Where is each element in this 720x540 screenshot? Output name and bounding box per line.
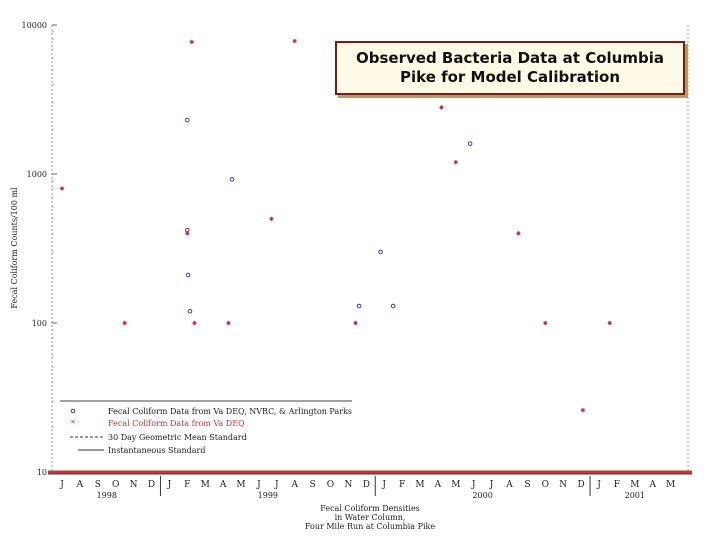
x-tick-label: O	[542, 480, 549, 490]
data-point-asterisk	[516, 231, 521, 236]
x-tick-label: A	[648, 480, 656, 490]
y-tick-label: 10	[37, 468, 47, 477]
data-point-circle	[185, 272, 191, 278]
year-label: 1999	[258, 491, 278, 500]
data-point-asterisk	[607, 320, 612, 326]
data-point-circle	[356, 303, 362, 309]
legend-label-circle: Fecal Coliform Data from Va DEQ, NVRC, &…	[108, 407, 352, 416]
x-tick-label: A	[290, 480, 298, 490]
x-tick-label: J	[489, 480, 494, 490]
x-tick-label: A	[505, 480, 513, 490]
data-point-asterisk	[185, 231, 190, 236]
x-tick-label: M	[630, 480, 639, 490]
x-tick-label: D	[577, 480, 584, 490]
data-point-asterisk	[59, 186, 65, 191]
x-tick-label: S	[310, 480, 316, 490]
x-axis-title-line-2: in Water Column,	[335, 513, 406, 522]
chart-title: Observed Bacteria Data at Columbia Pike …	[335, 41, 685, 95]
x-tick-label: M	[415, 480, 424, 490]
legend-label-solid: Instantaneous Standard	[108, 446, 206, 455]
data-point-asterisk	[453, 160, 458, 165]
data-point-asterisk	[226, 320, 231, 326]
x-axis-title-line-1: Fecal Coliform Densities	[320, 504, 420, 513]
data-point-circle	[185, 117, 190, 123]
x-tick-label: M	[666, 480, 675, 490]
x-tick-label: S	[524, 480, 530, 490]
x-tick-label: A	[434, 480, 442, 490]
data-point-circle	[378, 249, 383, 255]
data-point-asterisk	[189, 39, 194, 45]
year-label: 2000	[472, 491, 492, 500]
x-tick-label: M	[201, 480, 210, 490]
y-tick-label: 100	[32, 319, 47, 328]
data-point-circle	[467, 141, 473, 146]
data-point-asterisk	[122, 320, 127, 326]
data-point-circle	[390, 303, 396, 309]
data-point-circle	[229, 177, 235, 182]
data-point-asterisk	[580, 407, 586, 413]
x-tick-label: O	[112, 480, 119, 490]
data-point-asterisk	[192, 320, 197, 326]
data-point-asterisk	[269, 216, 274, 222]
x-tick-label: D	[148, 480, 155, 490]
y-tick-label: 1000	[27, 170, 47, 179]
x-tick-label: J	[381, 480, 386, 490]
legend-label-dashed: 30 Day Geometric Mean Standard	[108, 433, 247, 442]
x-tick-label: J	[596, 480, 601, 490]
x-tick-label: J	[59, 480, 64, 490]
x-tick-label: M	[451, 480, 460, 490]
x-tick-label: A	[76, 480, 84, 490]
year-label: 1998	[97, 491, 117, 500]
legend-label-asterisk: Fecal Coliform Data from Va DEQ	[108, 419, 245, 428]
x-tick-label: A	[219, 480, 227, 490]
legend-marker-asterisk: *	[71, 419, 76, 429]
y-axis-title: Fecal Coliform Counts/100 ml	[10, 187, 19, 309]
y-tick-label: 10000	[22, 21, 47, 30]
data-point-circle	[187, 308, 193, 314]
x-tick-label: J	[471, 480, 476, 490]
x-tick-label: M	[236, 480, 245, 490]
data-point-asterisk	[353, 320, 358, 326]
legend: Fecal Coliform Data from Va DEQ, NVRC, &…	[60, 400, 352, 455]
data-point-asterisk	[543, 320, 548, 326]
x-tick-label: F	[614, 480, 620, 490]
legend-marker-circle	[70, 408, 76, 414]
x-tick-label: F	[399, 480, 405, 490]
x-tick-label: N	[344, 480, 352, 490]
x-tick-label: J	[256, 480, 261, 490]
x-tick-label: J	[167, 480, 172, 490]
x-tick-label: D	[363, 480, 370, 490]
x-tick-label: O	[327, 480, 334, 490]
x-axis-title-line-3: Four Mile Run at Columbia Pike	[305, 522, 435, 531]
x-tick-label: N	[559, 480, 567, 490]
x-tick-label: J	[274, 480, 279, 490]
x-tick-label: S	[95, 480, 101, 490]
data-point-asterisk	[292, 38, 297, 44]
data-point-asterisk	[439, 105, 444, 110]
year-label: 2001	[625, 491, 645, 500]
x-tick-label: N	[130, 480, 138, 490]
x-tick-label: F	[184, 480, 190, 490]
